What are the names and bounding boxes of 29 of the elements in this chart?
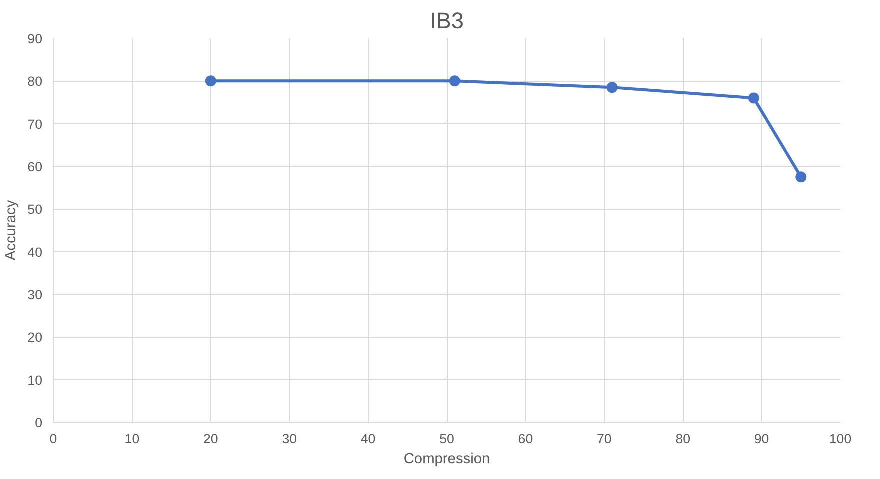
y-tick-label: 70 — [28, 116, 43, 132]
y-axis-title: Accuracy — [4, 200, 20, 261]
y-tick-label: 0 — [35, 416, 43, 430]
y-tick-label: 80 — [28, 74, 43, 90]
chart-title: IB3 — [430, 8, 464, 34]
x-tick-label: 80 — [676, 432, 691, 446]
x-tick-label: 10 — [124, 432, 140, 446]
y-tick-label: 40 — [28, 244, 43, 260]
x-axis-title: Compression — [404, 452, 490, 468]
x-tick-label: 0 — [50, 432, 58, 446]
x-tick-label: 90 — [754, 432, 770, 446]
x-tick-label: 70 — [596, 432, 612, 446]
y-tick-label: 10 — [28, 372, 43, 388]
x-tick-label: 50 — [440, 432, 454, 446]
y-tick-label: 30 — [28, 288, 43, 302]
point — [449, 76, 460, 87]
y-tick-label: 20 — [28, 330, 43, 346]
y-tick-label: 90 — [28, 32, 43, 46]
point — [606, 82, 618, 94]
x-tick-label: 60 — [518, 432, 534, 446]
point — [796, 172, 807, 183]
y-tick-label: 60 — [28, 160, 43, 174]
x-tick-label: 30 — [282, 432, 298, 446]
x-tick-label: 40 — [360, 432, 376, 446]
point — [748, 92, 760, 104]
y-tick-label: 50 — [28, 202, 43, 218]
x-tick-label: 100 — [829, 432, 852, 446]
point — [205, 76, 216, 87]
x-tick-label: 20 — [203, 432, 218, 446]
